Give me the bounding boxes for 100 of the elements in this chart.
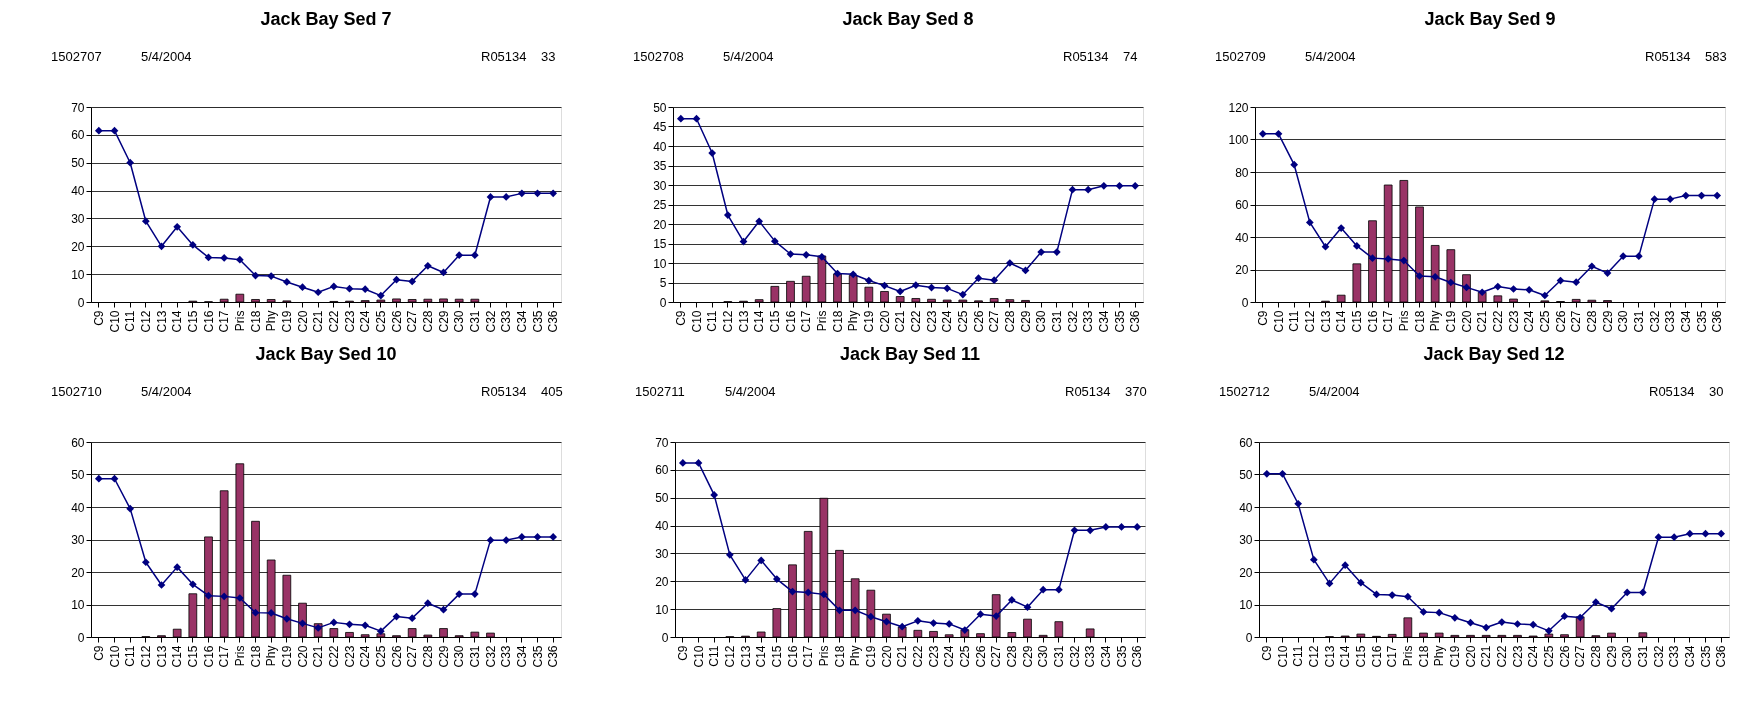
point bbox=[1576, 613, 1585, 622]
point bbox=[1572, 278, 1581, 287]
x-tick-label: Phy bbox=[846, 310, 861, 332]
x-tick-label: C18 bbox=[1412, 310, 1427, 333]
point bbox=[1007, 596, 1016, 604]
point bbox=[804, 588, 813, 597]
point bbox=[1309, 555, 1318, 564]
point bbox=[220, 592, 229, 601]
x-tick-label: Phy bbox=[1432, 645, 1447, 667]
x-tick-label: C18 bbox=[830, 310, 845, 333]
text: 1502711 bbox=[635, 384, 685, 399]
y-tick-label: 10 bbox=[1239, 598, 1253, 612]
point bbox=[408, 277, 417, 286]
x-tick-label: C30 bbox=[452, 310, 467, 333]
y-tick-label: 30 bbox=[1239, 533, 1253, 547]
x-tick-label: C24 bbox=[358, 645, 373, 668]
x-tick-label: C18 bbox=[1416, 645, 1431, 668]
y-tick-label: 0 bbox=[1241, 295, 1249, 310]
point bbox=[314, 288, 323, 297]
point bbox=[741, 576, 750, 584]
point bbox=[533, 189, 542, 198]
point bbox=[1529, 620, 1538, 629]
point bbox=[1509, 285, 1518, 293]
x-tick-label: C33 bbox=[499, 645, 514, 668]
x-tick-label: C22 bbox=[908, 310, 923, 333]
point bbox=[1337, 224, 1346, 232]
point bbox=[1650, 195, 1659, 204]
x-tick-label: C35 bbox=[530, 645, 545, 668]
point bbox=[913, 616, 922, 625]
point bbox=[1607, 604, 1616, 613]
x-tick-label: C18 bbox=[248, 310, 263, 333]
x-tick-label: C21 bbox=[311, 310, 326, 333]
x-tick-label: C30 bbox=[1616, 310, 1631, 333]
text: 1502712 bbox=[1219, 384, 1270, 399]
chart-title: Jack Bay Sed 10 bbox=[255, 344, 397, 364]
point bbox=[1623, 588, 1632, 597]
x-tick-label: C31 bbox=[1051, 645, 1066, 668]
x-tick-label: C17 bbox=[799, 310, 814, 333]
x-tick-label: C30 bbox=[1620, 645, 1635, 668]
y-tick-label: 20 bbox=[1239, 565, 1253, 580]
point bbox=[1352, 242, 1361, 250]
y-tick-label: 70 bbox=[655, 435, 669, 450]
x-tick-label: C26 bbox=[389, 645, 404, 668]
point bbox=[1638, 588, 1647, 597]
point bbox=[898, 622, 907, 631]
point bbox=[549, 189, 558, 198]
y-tick-label: 120 bbox=[1228, 100, 1249, 115]
y-tick-label: 100 bbox=[1228, 133, 1249, 147]
point bbox=[1005, 259, 1014, 267]
point bbox=[851, 606, 860, 615]
y-tick-label: 10 bbox=[71, 267, 85, 282]
y-tick-label: 25 bbox=[653, 198, 667, 212]
point bbox=[817, 252, 826, 261]
point bbox=[376, 291, 385, 300]
x-tick-label: C12 bbox=[138, 645, 153, 668]
point bbox=[770, 237, 779, 246]
point bbox=[1321, 242, 1330, 251]
point bbox=[1431, 272, 1440, 281]
x-tick-label: C30 bbox=[1034, 310, 1049, 333]
y-tick-label: 45 bbox=[653, 120, 667, 134]
point bbox=[1591, 598, 1600, 607]
point bbox=[1117, 523, 1126, 531]
point bbox=[282, 614, 291, 623]
chart-title: Jack Bay Sed 9 bbox=[1424, 9, 1556, 29]
x-tick-label: C35 bbox=[1114, 645, 1129, 668]
point bbox=[1278, 469, 1287, 478]
x-tick-label: C20 bbox=[1459, 310, 1474, 333]
x-tick-label: C19 bbox=[279, 645, 294, 668]
point bbox=[1619, 252, 1628, 261]
point bbox=[1070, 526, 1079, 535]
point bbox=[1099, 181, 1108, 190]
x-tick-label: C11 bbox=[123, 310, 138, 332]
point bbox=[1446, 278, 1455, 287]
x-tick-label: C26 bbox=[1557, 645, 1572, 668]
x-tick-label: C20 bbox=[879, 645, 894, 668]
x-tick-label: C16 bbox=[783, 310, 798, 333]
x-tick-label: Phy bbox=[264, 310, 279, 332]
x-tick-label: C12 bbox=[722, 645, 737, 668]
point bbox=[1685, 529, 1694, 538]
x-tick-label: C35 bbox=[1694, 310, 1709, 333]
x-tick-label: C25 bbox=[955, 310, 970, 333]
point bbox=[204, 591, 213, 600]
y-tick-label: 40 bbox=[1235, 230, 1249, 245]
point bbox=[1290, 160, 1299, 169]
x-tick-label: C36 bbox=[1130, 645, 1145, 668]
point bbox=[141, 217, 150, 226]
y-tick-label: 15 bbox=[653, 237, 667, 251]
y-tick-label: 50 bbox=[655, 491, 669, 506]
x-tick-label: C36 bbox=[1710, 310, 1725, 333]
point bbox=[1403, 592, 1412, 601]
x-tick-label: C30 bbox=[1036, 645, 1051, 668]
point bbox=[802, 250, 811, 259]
x-tick-label: C15 bbox=[185, 645, 200, 668]
y-tick-label: 70 bbox=[71, 100, 85, 115]
y-tick-label: 30 bbox=[653, 178, 667, 193]
x-tick-label: C16 bbox=[1369, 645, 1384, 668]
x-tick-label: C9 bbox=[673, 310, 688, 326]
x-tick-label: C15 bbox=[767, 310, 782, 333]
point bbox=[710, 491, 719, 499]
x-tick-label: C19 bbox=[1447, 645, 1462, 668]
